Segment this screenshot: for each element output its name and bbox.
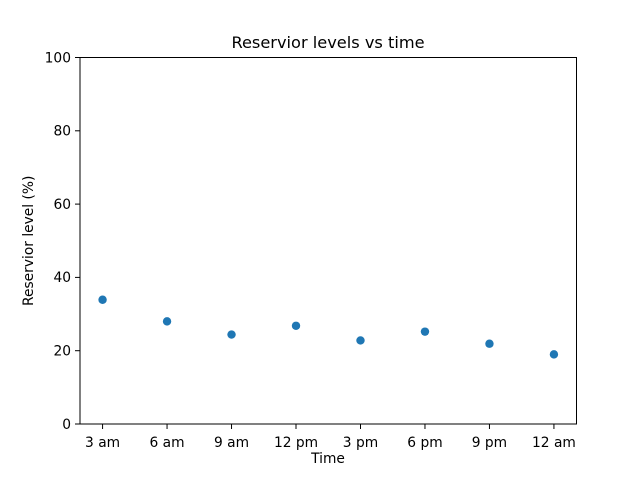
data-point bbox=[227, 330, 236, 339]
y-axis-ticks: 0 20 40 60 80 100 bbox=[45, 50, 80, 433]
y-tick-label: 0 bbox=[62, 417, 71, 433]
x-tick-label: 6 am bbox=[150, 435, 185, 451]
y-tick-label: 60 bbox=[53, 197, 71, 213]
data-point bbox=[162, 317, 172, 326]
data-points bbox=[98, 295, 559, 359]
data-point bbox=[98, 295, 107, 304]
x-tick-label: 3 pm bbox=[343, 435, 378, 451]
data-point bbox=[549, 350, 559, 359]
y-tick-label: 20 bbox=[53, 344, 71, 360]
x-axis-label: Time bbox=[310, 451, 345, 467]
plot-area bbox=[79, 57, 577, 425]
x-tick-label: 6 pm bbox=[407, 435, 442, 451]
x-axis-ticks: 3 am 6 am 9 am 12 pm 3 pm 6 pm 9 pm 12 am bbox=[85, 424, 576, 451]
x-tick-label: 12 pm bbox=[274, 435, 318, 451]
data-point bbox=[356, 336, 365, 345]
data-point bbox=[420, 327, 430, 336]
data-point bbox=[291, 321, 301, 330]
y-tick-label: 80 bbox=[53, 124, 71, 140]
x-tick-label: 3 am bbox=[85, 435, 120, 451]
x-tick-label: 9 am bbox=[214, 435, 249, 451]
x-tick-label: 12 am bbox=[532, 435, 576, 451]
y-tick-label: 40 bbox=[53, 270, 71, 286]
chart-title: Reservior levels vs time bbox=[231, 33, 424, 52]
y-tick-label: 100 bbox=[45, 50, 71, 66]
y-axis-label: Reservior level (%) bbox=[21, 176, 37, 306]
x-tick-label: 9 pm bbox=[472, 435, 507, 451]
data-point bbox=[485, 339, 494, 348]
